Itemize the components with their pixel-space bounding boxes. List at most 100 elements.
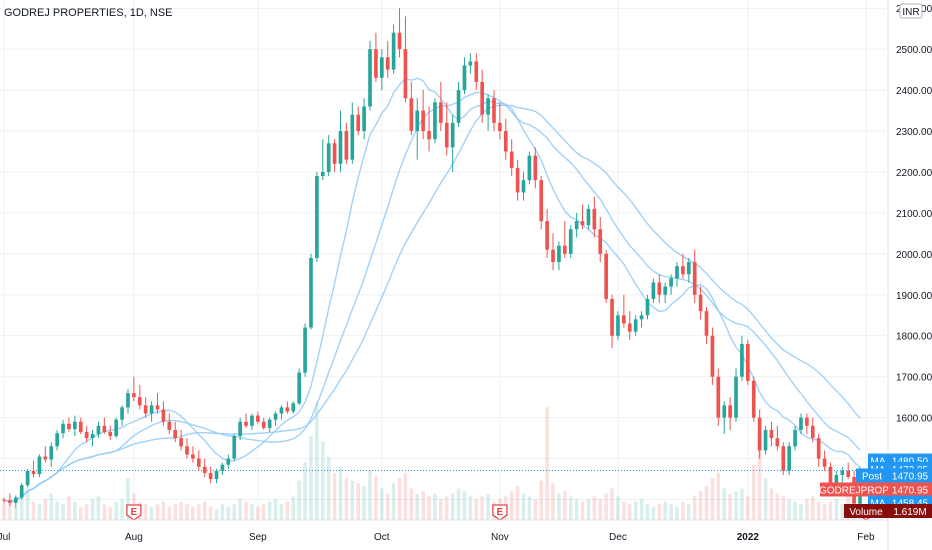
candle-body[interactable] xyxy=(273,413,278,420)
candle-body[interactable] xyxy=(622,315,626,324)
candle-body[interactable] xyxy=(716,376,721,418)
candle-body[interactable] xyxy=(480,81,485,115)
candle-body[interactable] xyxy=(167,421,172,430)
candle-body[interactable] xyxy=(326,143,331,172)
candle-body[interactable] xyxy=(810,425,815,439)
candle-body[interactable] xyxy=(137,397,142,406)
candle-body[interactable] xyxy=(486,98,490,115)
candle-body[interactable] xyxy=(285,407,290,412)
candle-body[interactable] xyxy=(734,376,738,418)
candle-body[interactable] xyxy=(43,456,48,460)
candle-body[interactable] xyxy=(226,458,231,465)
candle-body[interactable] xyxy=(385,57,390,70)
candle-body[interactable] xyxy=(586,208,591,226)
candle-body[interactable] xyxy=(261,421,266,428)
earnings-marker[interactable]: E xyxy=(492,504,508,521)
candle-body[interactable] xyxy=(19,485,24,498)
candle-body[interactable] xyxy=(267,419,272,428)
candle-body[interactable] xyxy=(13,497,18,503)
candle-body[interactable] xyxy=(415,110,420,132)
candles[interactable] xyxy=(2,8,862,508)
candle-body[interactable] xyxy=(379,57,384,78)
candle-body[interactable] xyxy=(114,419,118,437)
candle-body[interactable] xyxy=(604,253,608,299)
candle-body[interactable] xyxy=(2,499,6,501)
candle-body[interactable] xyxy=(728,405,732,418)
candle-body[interactable] xyxy=(179,438,183,447)
candle-body[interactable] xyxy=(220,464,225,471)
candle-body[interactable] xyxy=(751,380,756,418)
candle-body[interactable] xyxy=(409,98,414,132)
candle-body[interactable] xyxy=(78,421,83,432)
candle-body[interactable] xyxy=(746,343,750,381)
candle-body[interactable] xyxy=(126,393,130,408)
candle-body[interactable] xyxy=(568,229,573,254)
candle-body[interactable] xyxy=(214,470,219,480)
candle-body[interactable] xyxy=(562,245,567,254)
candle-body[interactable] xyxy=(781,446,786,471)
candle-body[interactable] xyxy=(580,221,585,226)
candle-body[interactable] xyxy=(574,221,579,230)
candle-body[interactable] xyxy=(421,110,425,132)
candle-body[interactable] xyxy=(102,425,107,432)
candle-body[interactable] xyxy=(651,282,656,299)
candle-body[interactable] xyxy=(238,421,242,437)
candle-body[interactable] xyxy=(533,155,538,181)
candle-body[interactable] xyxy=(315,176,319,258)
candle-body[interactable] xyxy=(55,433,59,447)
candle-body[interactable] xyxy=(309,257,313,328)
candle-body[interactable] xyxy=(84,431,89,439)
candle-body[interactable] xyxy=(332,143,337,164)
candle-body[interactable] xyxy=(120,407,124,420)
candle-body[interactable] xyxy=(344,131,349,160)
candle-body[interactable] xyxy=(391,32,396,70)
candle-body[interactable] xyxy=(161,409,166,422)
candle-body[interactable] xyxy=(492,98,496,123)
candle-body[interactable] xyxy=(73,421,77,430)
candle-body[interactable] xyxy=(740,343,744,377)
candle-body[interactable] xyxy=(279,407,284,414)
candle-body[interactable] xyxy=(822,458,827,467)
candle-body[interactable] xyxy=(173,429,178,439)
candle-body[interactable] xyxy=(503,131,508,152)
candle-body[interactable] xyxy=(598,229,603,254)
candle-body[interactable] xyxy=(37,456,42,475)
candle-body[interactable] xyxy=(143,405,148,414)
candle-body[interactable] xyxy=(132,393,136,398)
candle-body[interactable] xyxy=(185,446,189,455)
candle-body[interactable] xyxy=(250,415,254,426)
candle-body[interactable] xyxy=(439,102,443,123)
candle-body[interactable] xyxy=(108,431,113,437)
candle-body[interactable] xyxy=(49,446,54,460)
candle-body[interactable] xyxy=(704,311,709,336)
candle-body[interactable] xyxy=(244,421,248,426)
candle-body[interactable] xyxy=(403,49,408,99)
candle-body[interactable] xyxy=(757,417,762,451)
candle-body[interactable] xyxy=(663,286,668,295)
candle-body[interactable] xyxy=(350,114,355,160)
candle-body[interactable] xyxy=(805,417,809,426)
candle-body[interactable] xyxy=(775,438,780,447)
candle-body[interactable] xyxy=(196,458,201,467)
candle-body[interactable] xyxy=(527,155,532,181)
candle-body[interactable] xyxy=(799,417,803,430)
candle-body[interactable] xyxy=(397,32,402,50)
candle-body[interactable] xyxy=(515,167,520,193)
candle-body[interactable] xyxy=(675,266,679,279)
candle-body[interactable] xyxy=(232,436,237,459)
candle-body[interactable] xyxy=(681,266,685,275)
candle-body[interactable] xyxy=(698,294,703,312)
candle-body[interactable] xyxy=(256,415,260,422)
candle-body[interactable] xyxy=(338,131,343,164)
candle-body[interactable] xyxy=(90,434,95,439)
candle-body[interactable] xyxy=(291,403,296,412)
candle-body[interactable] xyxy=(509,151,514,168)
candle-body[interactable] xyxy=(539,180,544,222)
candle-body[interactable] xyxy=(498,122,502,132)
candle-body[interactable] xyxy=(320,171,325,177)
candle-body[interactable] xyxy=(846,470,851,478)
candle-body[interactable] xyxy=(31,470,36,475)
candle-body[interactable] xyxy=(25,470,30,486)
candle-body[interactable] xyxy=(616,315,620,336)
candle-body[interactable] xyxy=(592,208,597,230)
